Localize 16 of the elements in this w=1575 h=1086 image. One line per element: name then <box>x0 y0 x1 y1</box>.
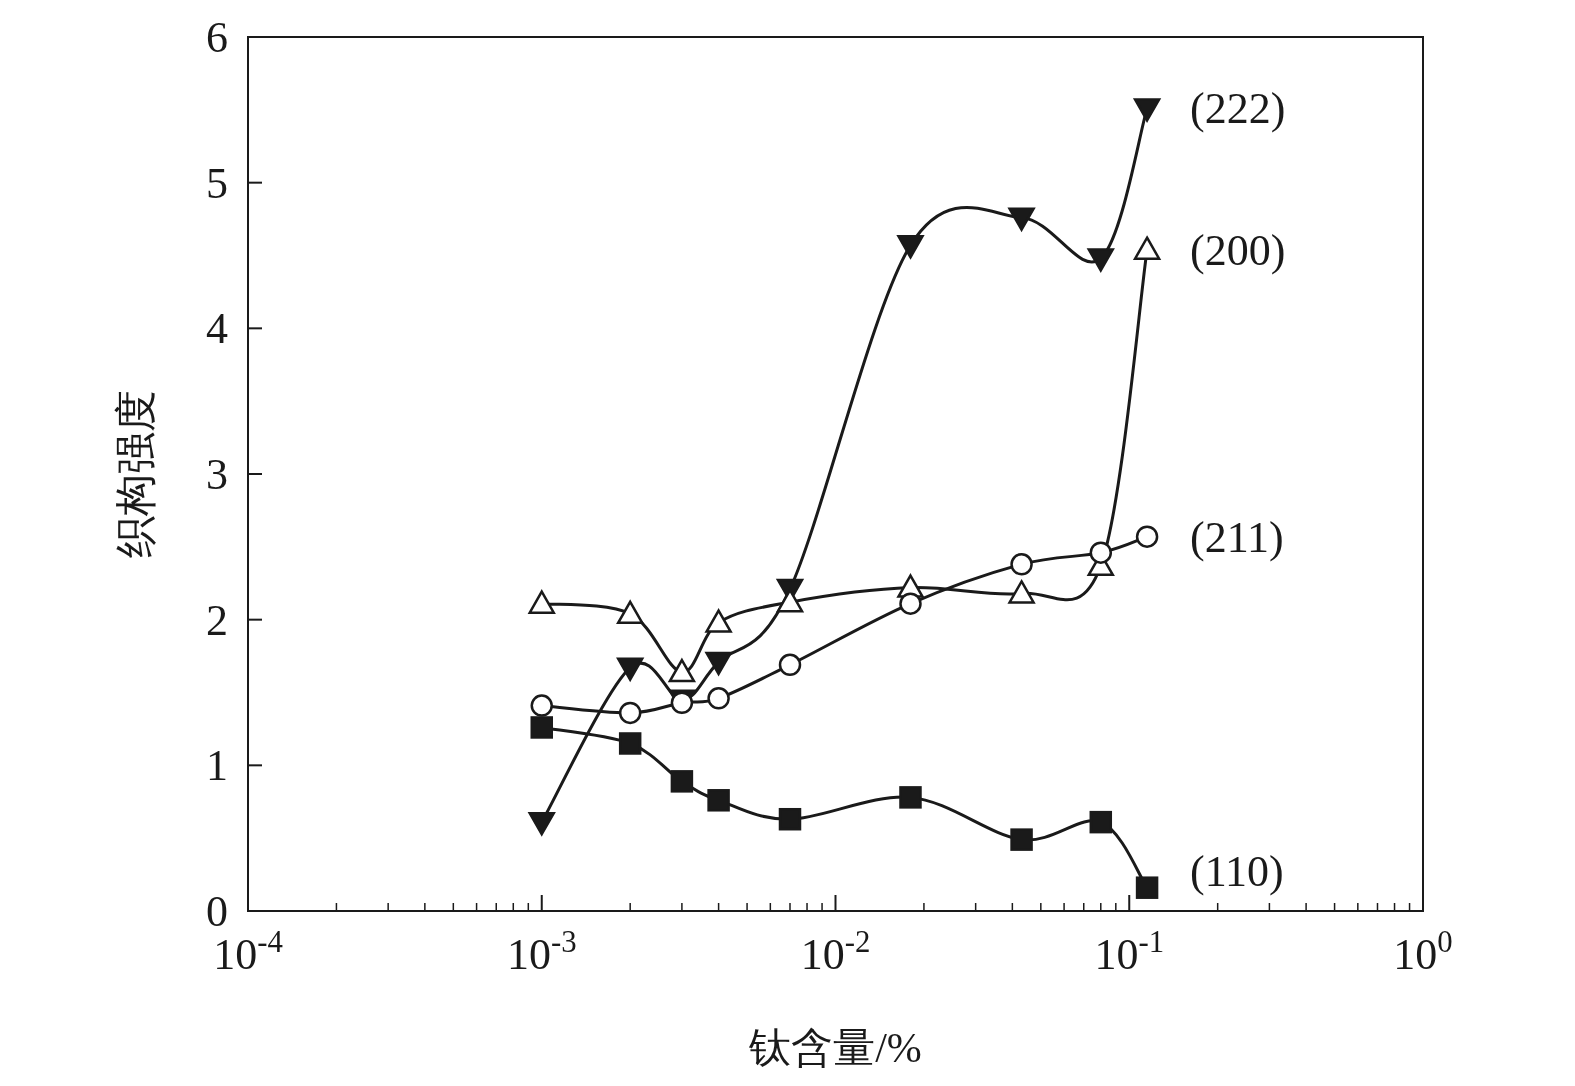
y-tick-label: 3 <box>206 450 228 499</box>
x-tick-label: 10$^{-3}$ <box>506 925 577 979</box>
y-tick-label: 5 <box>206 158 228 208</box>
y-axis-title: 织构强度 <box>113 390 159 558</box>
y-tick-label: 2 <box>206 595 228 645</box>
series-label: (110) <box>1190 847 1284 896</box>
y-tick-label: 6 <box>206 13 228 62</box>
series-label: (200) <box>1190 225 1286 275</box>
series-label: (211) <box>1190 512 1284 562</box>
x-tick-label: 10$^{-1}$ <box>1094 925 1165 979</box>
x-tick-label: 10$^{0}$ <box>1393 925 1453 979</box>
series-label: (222) <box>1190 84 1286 134</box>
y-tick-label: 1 <box>206 741 228 791</box>
x-tick-label: 10$^{-2}$ <box>800 925 871 979</box>
y-tick-label: 4 <box>206 304 228 354</box>
x-axis-title: 钛含量/% <box>748 1025 922 1071</box>
